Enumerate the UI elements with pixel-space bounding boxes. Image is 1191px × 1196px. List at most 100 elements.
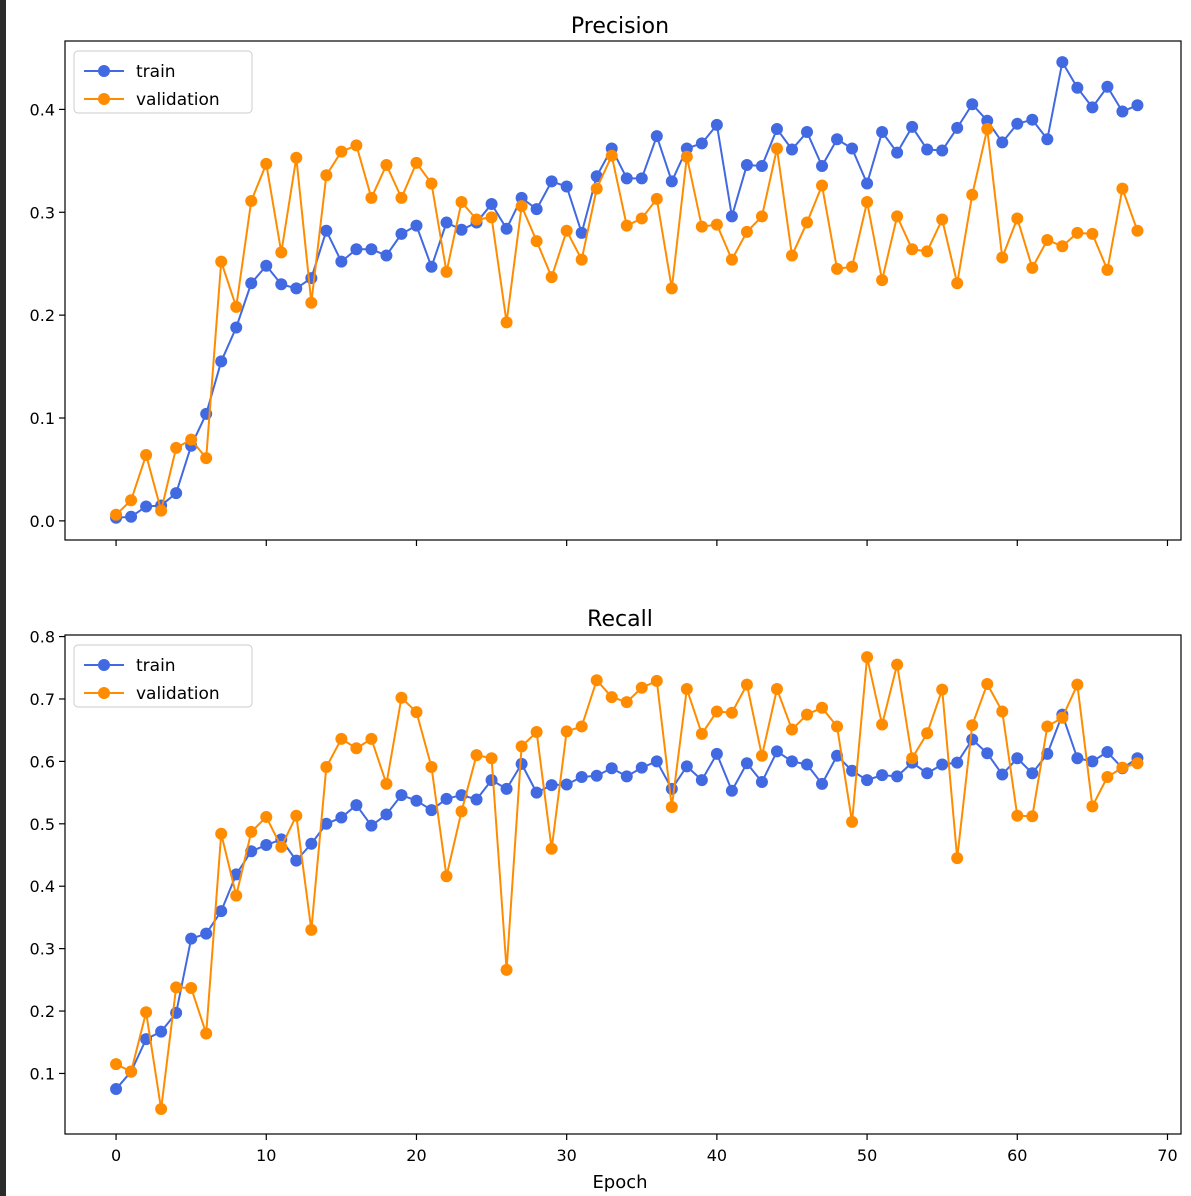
point-validation bbox=[785, 249, 798, 262]
y-tick-label: 0.7 bbox=[30, 690, 55, 709]
point-train bbox=[695, 774, 708, 787]
point-train bbox=[320, 817, 333, 830]
point-validation bbox=[320, 761, 333, 774]
legend-label-validation: validation bbox=[136, 90, 220, 110]
point-validation bbox=[981, 677, 994, 690]
point-validation bbox=[470, 213, 483, 226]
point-train bbox=[425, 804, 438, 817]
legend: train validation bbox=[73, 50, 253, 114]
point-validation bbox=[755, 210, 768, 223]
point-train bbox=[1086, 755, 1099, 768]
legend-marker-validation bbox=[98, 93, 110, 105]
point-validation bbox=[1026, 810, 1039, 823]
point-validation bbox=[1101, 770, 1114, 783]
point-train bbox=[410, 219, 423, 232]
point-validation bbox=[755, 749, 768, 762]
point-validation bbox=[876, 274, 889, 287]
point-train bbox=[380, 249, 393, 262]
point-validation bbox=[1116, 182, 1129, 195]
point-train bbox=[680, 760, 693, 773]
point-validation bbox=[1041, 234, 1054, 247]
point-train bbox=[605, 762, 618, 775]
point-validation bbox=[425, 177, 438, 190]
point-train bbox=[500, 222, 513, 235]
point-train bbox=[981, 747, 994, 760]
point-train bbox=[305, 837, 318, 850]
point-validation bbox=[1071, 678, 1084, 691]
point-train bbox=[725, 210, 738, 223]
point-validation bbox=[770, 682, 783, 695]
point-validation bbox=[350, 139, 363, 152]
point-validation bbox=[575, 720, 588, 733]
point-train bbox=[230, 868, 243, 881]
legend-label-validation: validation bbox=[136, 684, 220, 704]
point-validation bbox=[966, 188, 979, 201]
point-validation bbox=[365, 191, 378, 204]
point-validation bbox=[530, 726, 543, 739]
point-train bbox=[275, 278, 288, 291]
point-train bbox=[801, 126, 813, 139]
point-validation bbox=[185, 433, 198, 446]
point-train bbox=[575, 770, 588, 783]
point-validation bbox=[680, 150, 693, 163]
point-validation bbox=[1041, 720, 1054, 733]
point-train bbox=[831, 749, 844, 762]
point-validation bbox=[1071, 226, 1084, 239]
point-train bbox=[545, 779, 558, 792]
point-train bbox=[620, 770, 633, 783]
point-validation bbox=[260, 810, 273, 823]
point-validation bbox=[230, 300, 243, 313]
point-train bbox=[260, 259, 273, 272]
point-validation bbox=[740, 678, 753, 691]
point-train bbox=[1131, 99, 1144, 112]
point-train bbox=[906, 120, 919, 133]
point-validation bbox=[906, 752, 919, 765]
point-validation bbox=[215, 827, 228, 840]
point-train bbox=[1011, 752, 1024, 765]
point-train bbox=[1026, 113, 1039, 126]
point-train bbox=[530, 203, 543, 216]
point-validation bbox=[275, 246, 288, 259]
point-validation bbox=[140, 1006, 153, 1019]
point-train bbox=[425, 260, 438, 273]
y-tick-label: 0.8 bbox=[30, 628, 55, 647]
y-tick-label: 0.6 bbox=[30, 752, 55, 771]
point-validation bbox=[1131, 224, 1144, 237]
legend-box bbox=[73, 644, 253, 708]
point-train bbox=[695, 137, 708, 150]
point-train bbox=[515, 191, 528, 204]
point-train bbox=[861, 177, 874, 190]
point-train bbox=[876, 126, 889, 139]
y-tick-label: 0.1 bbox=[30, 1064, 55, 1083]
point-train bbox=[365, 819, 378, 832]
point-validation bbox=[740, 225, 753, 238]
point-train bbox=[125, 510, 138, 523]
point-validation bbox=[831, 262, 844, 275]
point-validation bbox=[410, 156, 423, 169]
point-train bbox=[395, 789, 408, 802]
point-train bbox=[545, 175, 558, 188]
point-validation bbox=[515, 200, 528, 213]
point-validation bbox=[831, 720, 844, 733]
point-validation bbox=[200, 1027, 213, 1040]
point-train bbox=[140, 500, 153, 513]
point-train bbox=[1026, 767, 1039, 780]
point-train bbox=[440, 216, 453, 229]
point-validation bbox=[125, 494, 138, 507]
y-tick-label: 0.1 bbox=[30, 409, 55, 428]
point-train bbox=[1071, 81, 1084, 94]
point-validation bbox=[470, 749, 483, 762]
point-validation bbox=[230, 889, 243, 902]
point-train bbox=[831, 133, 844, 146]
point-train bbox=[380, 808, 393, 821]
point-validation bbox=[1056, 711, 1069, 724]
point-train bbox=[770, 745, 783, 758]
point-train bbox=[921, 143, 934, 156]
point-train bbox=[725, 784, 738, 797]
point-validation bbox=[125, 1065, 138, 1078]
x-tick-label: 20 bbox=[406, 1146, 426, 1165]
point-validation bbox=[1086, 227, 1099, 240]
point-validation bbox=[876, 718, 889, 731]
point-train bbox=[1071, 752, 1084, 765]
window-edge bbox=[0, 0, 6, 1196]
